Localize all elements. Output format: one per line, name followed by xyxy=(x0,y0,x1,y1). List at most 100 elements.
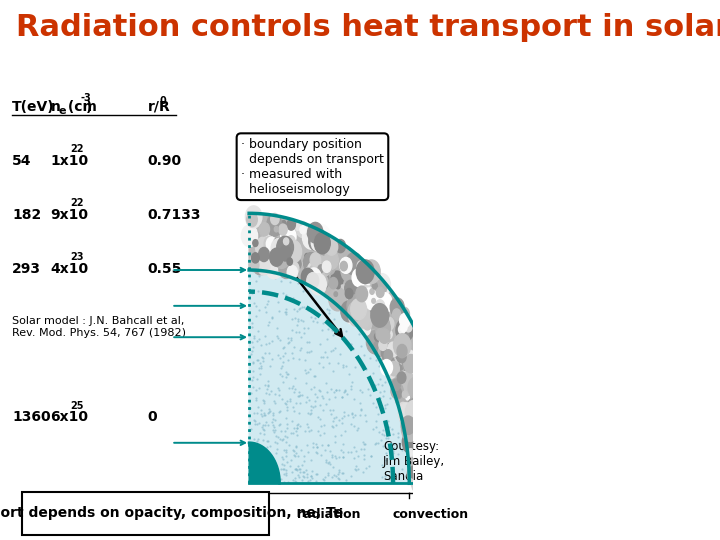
Circle shape xyxy=(346,288,353,299)
Circle shape xyxy=(345,252,357,269)
Circle shape xyxy=(249,259,259,272)
Circle shape xyxy=(279,224,287,235)
Circle shape xyxy=(397,345,407,358)
Circle shape xyxy=(280,243,296,264)
Circle shape xyxy=(276,244,280,249)
Circle shape xyxy=(377,313,387,325)
Circle shape xyxy=(419,388,436,410)
Circle shape xyxy=(323,261,331,272)
Text: 23: 23 xyxy=(71,252,84,262)
Circle shape xyxy=(424,470,442,494)
Circle shape xyxy=(423,436,433,450)
Circle shape xyxy=(271,213,279,225)
Circle shape xyxy=(368,314,378,328)
Circle shape xyxy=(270,248,283,266)
Circle shape xyxy=(283,251,292,262)
Circle shape xyxy=(346,259,355,272)
Text: radiation: radiation xyxy=(297,508,361,521)
Circle shape xyxy=(412,390,429,413)
Circle shape xyxy=(251,253,259,263)
Circle shape xyxy=(422,468,434,485)
Circle shape xyxy=(402,430,420,454)
Circle shape xyxy=(372,282,377,289)
Circle shape xyxy=(405,380,420,399)
Circle shape xyxy=(400,400,405,408)
Text: Radiation controls heat transport in solar interior: Radiation controls heat transport in sol… xyxy=(16,14,720,43)
Circle shape xyxy=(406,404,423,427)
Circle shape xyxy=(329,287,346,311)
Circle shape xyxy=(362,324,370,335)
Circle shape xyxy=(415,389,425,402)
Circle shape xyxy=(400,407,415,428)
Circle shape xyxy=(346,306,360,325)
Circle shape xyxy=(395,350,405,363)
Circle shape xyxy=(379,347,385,355)
Text: 0.7133: 0.7133 xyxy=(148,208,202,222)
Circle shape xyxy=(400,322,407,332)
Circle shape xyxy=(398,403,415,424)
Circle shape xyxy=(348,302,362,321)
Text: 22: 22 xyxy=(71,198,84,208)
Circle shape xyxy=(415,412,419,418)
Circle shape xyxy=(408,377,424,398)
Circle shape xyxy=(366,330,384,354)
Circle shape xyxy=(307,261,323,282)
Circle shape xyxy=(375,300,384,312)
Circle shape xyxy=(343,247,351,258)
Circle shape xyxy=(275,247,290,267)
Circle shape xyxy=(428,388,436,400)
Text: r/R: r/R xyxy=(148,100,171,114)
Text: 4x10: 4x10 xyxy=(50,262,89,276)
Circle shape xyxy=(371,303,389,327)
Circle shape xyxy=(386,365,396,379)
Circle shape xyxy=(416,364,429,381)
Circle shape xyxy=(435,436,445,449)
Text: -3: -3 xyxy=(80,93,91,104)
Circle shape xyxy=(394,300,399,306)
Circle shape xyxy=(397,372,406,383)
Text: 54: 54 xyxy=(12,154,32,168)
Circle shape xyxy=(442,434,448,441)
Circle shape xyxy=(346,261,363,282)
Circle shape xyxy=(351,256,363,273)
Circle shape xyxy=(415,393,430,412)
Circle shape xyxy=(426,380,433,391)
Circle shape xyxy=(389,361,400,376)
Circle shape xyxy=(373,340,385,356)
Circle shape xyxy=(403,407,418,427)
Circle shape xyxy=(432,411,438,420)
Circle shape xyxy=(376,313,379,317)
Circle shape xyxy=(351,299,366,320)
Circle shape xyxy=(274,247,289,268)
Circle shape xyxy=(325,239,338,255)
Circle shape xyxy=(400,357,405,364)
Text: 0.90: 0.90 xyxy=(148,154,182,168)
Circle shape xyxy=(370,289,374,294)
Text: 22: 22 xyxy=(71,144,84,154)
Circle shape xyxy=(297,221,308,238)
Circle shape xyxy=(431,421,434,426)
Circle shape xyxy=(306,268,321,288)
Circle shape xyxy=(264,237,275,251)
Circle shape xyxy=(364,319,372,330)
Circle shape xyxy=(431,453,449,476)
Circle shape xyxy=(325,261,335,274)
Circle shape xyxy=(394,334,411,357)
Circle shape xyxy=(395,385,412,408)
Circle shape xyxy=(315,282,318,287)
Circle shape xyxy=(307,232,311,236)
Circle shape xyxy=(409,450,413,456)
Circle shape xyxy=(376,329,385,341)
Circle shape xyxy=(309,232,323,251)
Circle shape xyxy=(399,372,415,393)
Circle shape xyxy=(373,274,390,296)
Circle shape xyxy=(402,389,419,411)
Circle shape xyxy=(401,416,415,435)
Circle shape xyxy=(371,340,382,354)
Circle shape xyxy=(302,226,320,249)
Circle shape xyxy=(382,318,389,327)
Circle shape xyxy=(315,233,330,254)
Circle shape xyxy=(396,353,401,359)
Circle shape xyxy=(433,422,445,438)
Circle shape xyxy=(384,350,392,361)
